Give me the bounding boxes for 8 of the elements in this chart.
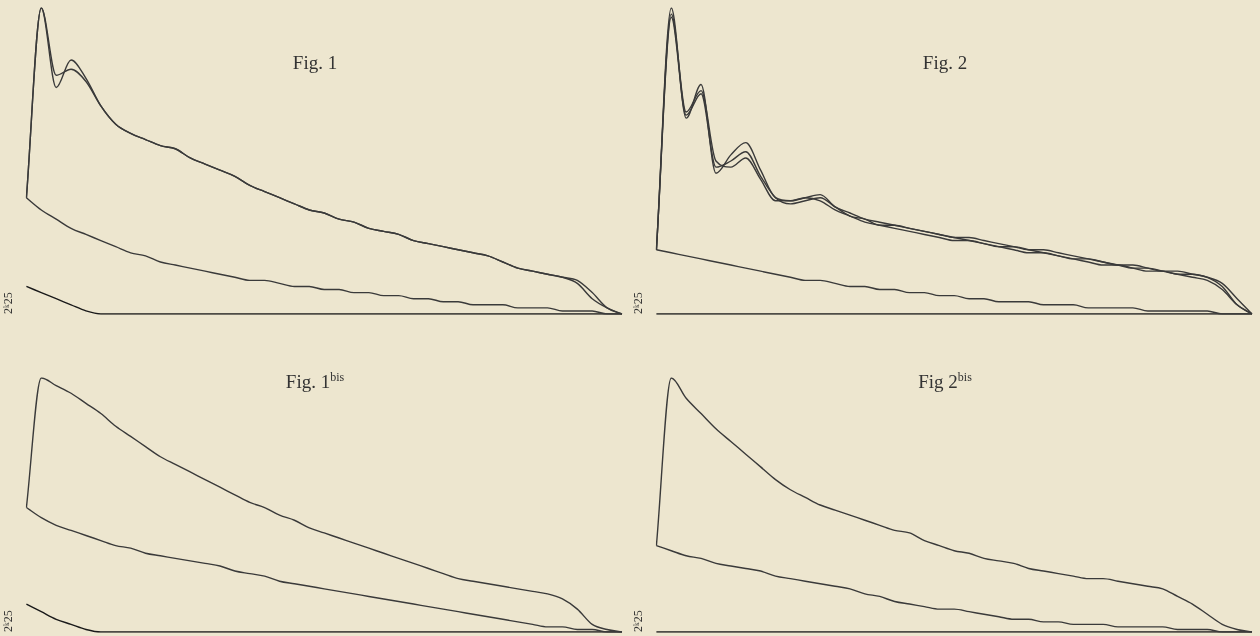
y-axis-title: 2ᵏ25 xyxy=(631,292,646,314)
y-axis-title: 2ᵏ25 xyxy=(631,610,646,632)
text: Fig. 2 xyxy=(921,52,969,74)
chart-title: Fig 2$^{bis}$ xyxy=(917,370,973,394)
y-axis-title: 2ᵏ25 xyxy=(1,292,16,314)
y-axis-title: 2ᵏ25 xyxy=(1,610,16,632)
text: Fig. 1 xyxy=(291,52,339,74)
chart-title: Fig. 1$^{bis}$ xyxy=(284,370,346,394)
